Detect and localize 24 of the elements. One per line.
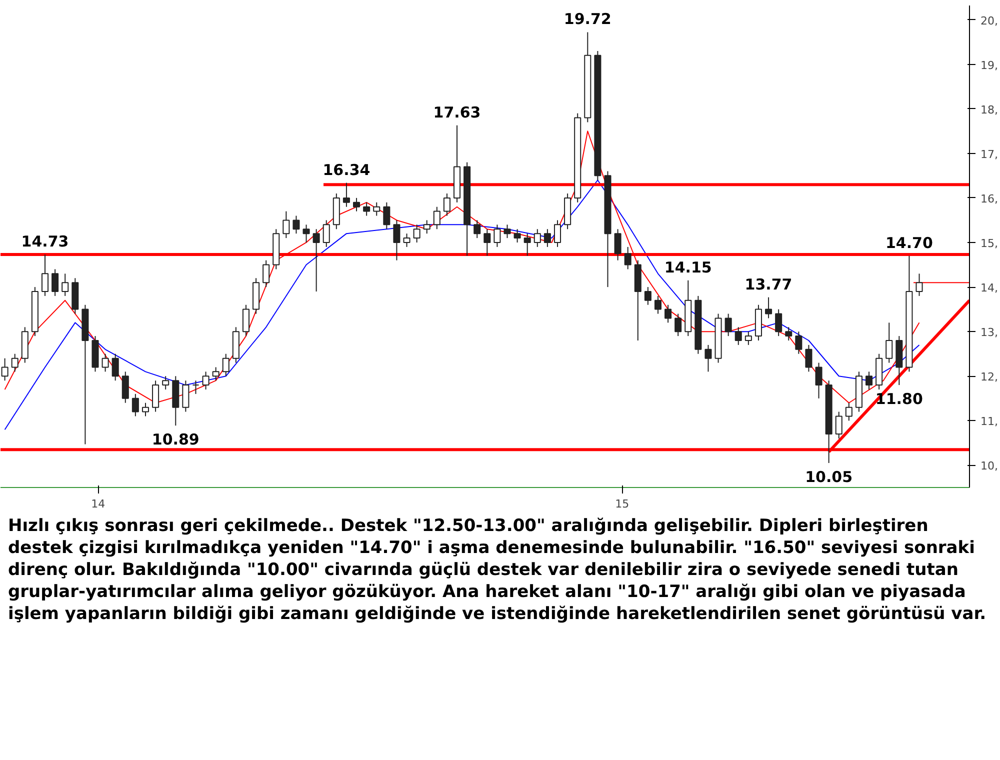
- y-tick-label: 11,: [980, 415, 998, 428]
- y-tick-label: 10,: [980, 460, 998, 473]
- y-tick-label: 14,: [980, 282, 998, 295]
- annotation: 19.72: [564, 10, 612, 28]
- y-tick-label: 16,: [980, 192, 998, 206]
- annotation: 14.70: [885, 234, 933, 252]
- y-tick-label: 12,: [980, 370, 998, 384]
- y-tick-label: 17,: [980, 148, 998, 161]
- y-tick-label: 13,: [980, 326, 998, 340]
- annotation: 17.63: [433, 103, 481, 122]
- x-tick-label: 15: [615, 498, 630, 510]
- annotation: 14.73: [21, 232, 69, 251]
- annotation: 16.34: [322, 160, 370, 179]
- annotation: 10.05: [805, 468, 853, 486]
- y-tick-label: 20,: [980, 14, 998, 28]
- annotation: 10.89: [152, 430, 200, 449]
- y-tick-label: 19,: [980, 58, 998, 72]
- y-tick-label: 18,: [980, 103, 998, 116]
- y-tick-label: 15,: [980, 236, 998, 250]
- x-tick-label: 14: [91, 498, 106, 510]
- annotation: 13.77: [744, 275, 792, 294]
- text: Hızlı çıkış sonrası geri çekilmede.. Destek "12.50-13.00" aralığında gelişebilir. Dipleri birleştiren destek çizgisi kırılmadıkça yeniden "14.70" i aşma denemesinde bulunabilir. "16.50" seviyesi sonraki direnç olur. Bakıldığında "10.00" civarında güçlü destek var denilebilir zira o seviyede senedi tutan gruplar-yatırımcılar alıma geliyor gözüküyor. Ana hareket alanı "10-17" aralığı gibi olan ve piyasada işlem yapanların bildiği gibi zamanı geldiğinde ve istendiğinde hareketlendirilen senet görüntüsü var.: [8, 515, 988, 626]
- annotation: 11.80: [875, 390, 923, 408]
- annotation: 14.15: [664, 258, 712, 276]
